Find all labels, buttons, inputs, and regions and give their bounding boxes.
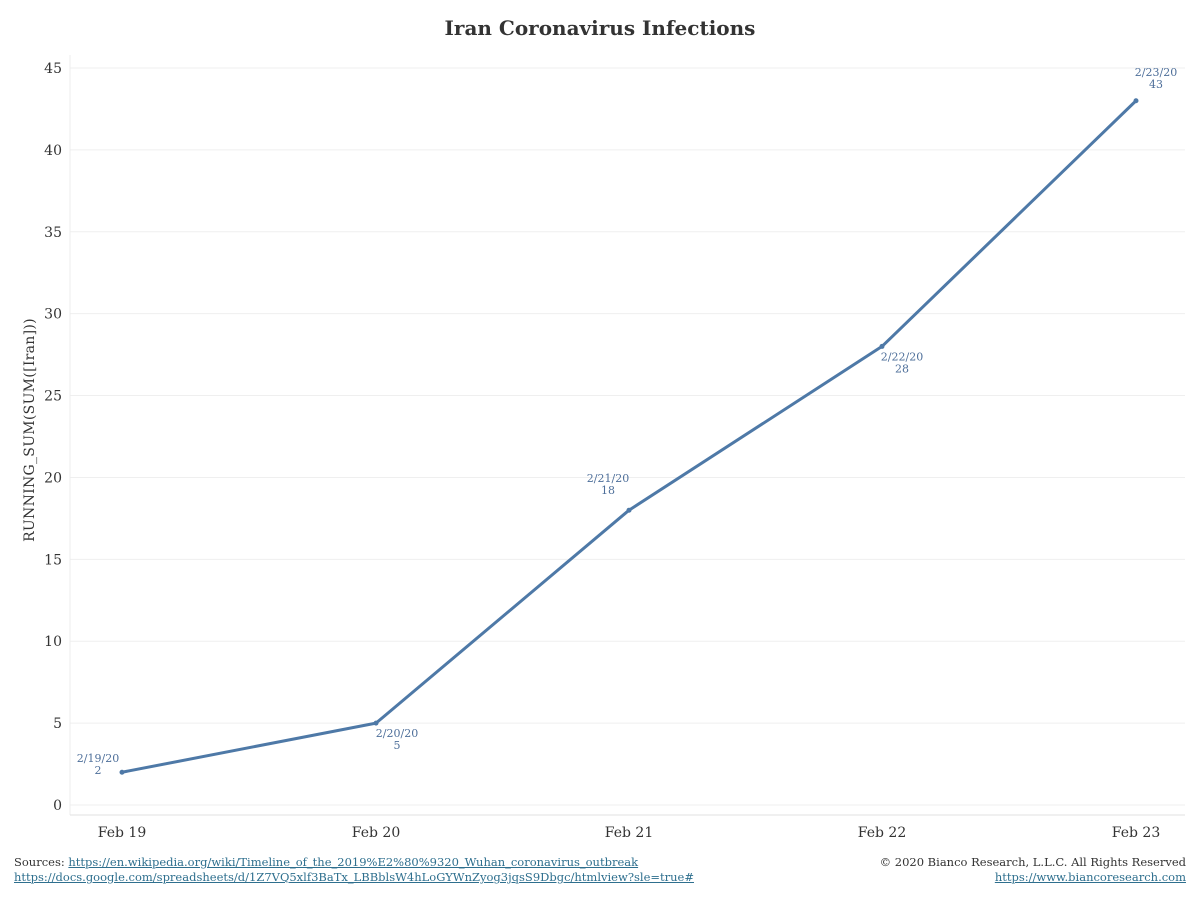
y-tick-label: 30 bbox=[44, 307, 62, 323]
y-axis-ticks: 0 5 10 15 20 25 30 35 40 45 bbox=[44, 61, 62, 814]
x-tick-label: Feb 19 bbox=[98, 825, 146, 841]
data-label-value: 5 bbox=[394, 739, 401, 752]
data-label-value: 2 bbox=[95, 764, 102, 777]
data-point bbox=[626, 507, 632, 513]
data-point bbox=[1133, 98, 1139, 104]
y-tick-label: 0 bbox=[53, 798, 62, 814]
y-tick-label: 25 bbox=[44, 389, 62, 405]
y-axis-label: RUNNING_SUM(SUM([Iran])) bbox=[22, 318, 38, 542]
x-tick-label: Feb 23 bbox=[1112, 825, 1160, 841]
data-label-date: 2/21/20 bbox=[587, 472, 629, 485]
data-point bbox=[119, 769, 125, 775]
y-tick-label: 10 bbox=[44, 634, 62, 650]
source-link-wikipedia[interactable]: https://en.wikipedia.org/wiki/Timeline_o… bbox=[68, 855, 639, 869]
data-label-date: 2/23/20 bbox=[1135, 66, 1177, 79]
data-label-date: 2/20/20 bbox=[376, 727, 418, 740]
data-label-value: 28 bbox=[895, 362, 909, 375]
source-link-google-sheets[interactable]: https://docs.google.com/spreadsheets/d/1… bbox=[14, 870, 694, 884]
y-tick-label: 5 bbox=[53, 716, 62, 732]
y-tick-label: 20 bbox=[44, 470, 62, 486]
data-point bbox=[373, 720, 379, 726]
x-tick-label: Feb 20 bbox=[352, 825, 400, 841]
data-label-value: 43 bbox=[1149, 78, 1163, 91]
series-iran bbox=[119, 98, 1139, 775]
x-axis-ticks: Feb 19 Feb 20 Feb 21 Feb 22 Feb 23 bbox=[98, 825, 1160, 841]
website-link[interactable]: https://www.biancoresearch.com bbox=[994, 870, 1186, 884]
y-tick-label: 40 bbox=[44, 143, 62, 159]
footer-sources: Sources: https://en.wikipedia.org/wiki/T… bbox=[14, 855, 694, 885]
series-line bbox=[120, 99, 1138, 774]
x-tick-label: Feb 22 bbox=[858, 825, 906, 841]
copyright-text: © 2020 Bianco Research, L.L.C. All Right… bbox=[879, 855, 1186, 869]
sources-label: Sources: bbox=[14, 855, 65, 869]
data-label-date: 2/19/20 bbox=[77, 752, 119, 765]
data-label-value: 18 bbox=[601, 484, 615, 497]
data-label-date: 2/22/20 bbox=[881, 350, 923, 363]
y-tick-label: 35 bbox=[44, 225, 62, 241]
y-tick-label: 45 bbox=[44, 61, 62, 77]
x-tick-label: Feb 21 bbox=[605, 825, 653, 841]
chart-title: Iran Coronavirus Infections bbox=[444, 16, 756, 40]
data-point bbox=[879, 343, 885, 349]
y-tick-label: 15 bbox=[44, 552, 62, 568]
grid-lines bbox=[69, 55, 1185, 816]
footer-copyright: © 2020 Bianco Research, L.L.C. All Right… bbox=[880, 855, 1186, 885]
